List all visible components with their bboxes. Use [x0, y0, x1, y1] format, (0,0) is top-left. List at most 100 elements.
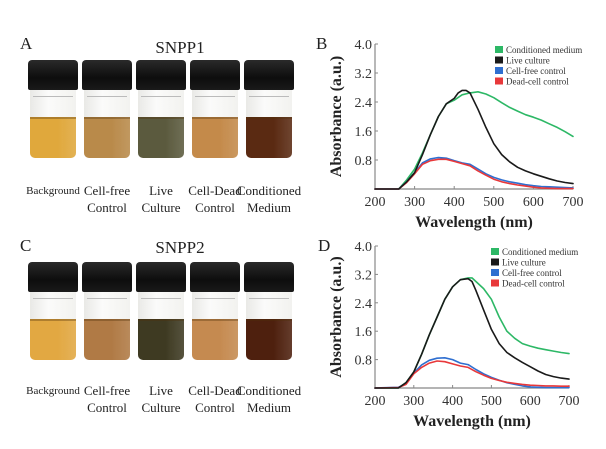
vial: [189, 60, 241, 158]
y-tick-label: 1.6: [355, 125, 373, 140]
legend-label: Cell-free control: [502, 268, 562, 278]
vial: [27, 262, 79, 360]
vial-cap: [244, 60, 294, 90]
vial: [243, 262, 295, 360]
vial-neck: [195, 292, 235, 299]
vial: [81, 60, 133, 158]
vial-label: Cell-Dead: [188, 383, 242, 398]
legend-swatch: [495, 56, 503, 64]
legend-swatch: [495, 46, 503, 53]
vial-cap: [190, 60, 240, 90]
vial-photo-snpp1: [27, 60, 295, 158]
vial-label: Conditioned: [236, 183, 302, 198]
vial-liquid: [246, 116, 292, 158]
vial-neck: [87, 90, 127, 97]
vial-cap: [82, 262, 132, 292]
series-line-dead-cell-control: [374, 360, 570, 389]
vial-glass: [192, 90, 238, 158]
y-tick-label: 1.6: [355, 325, 373, 340]
vial-label: Background: [26, 185, 80, 197]
vial-liquid: [192, 116, 238, 158]
series-line-live-culture: [374, 89, 574, 190]
vial-cap: [28, 60, 78, 90]
vial: [243, 60, 295, 158]
vial-liquid: [192, 318, 238, 360]
y-tick-label: 3.2: [355, 268, 373, 283]
panel-letter-c: C: [20, 236, 32, 255]
legend-swatch: [495, 77, 503, 85]
vial-glass: [138, 90, 184, 158]
vial-label: Conditioned: [236, 383, 302, 398]
x-tick-label: 200: [365, 195, 386, 210]
vial-label: Culture: [141, 200, 181, 215]
x-tick-label: 300: [404, 195, 425, 210]
vial-liquid: [246, 318, 292, 360]
vial-glass: [30, 292, 76, 360]
vial-cap: [136, 60, 186, 90]
vial-neck: [141, 90, 181, 97]
vial-label: Cell-free: [83, 183, 131, 198]
vial-neck: [249, 90, 289, 97]
x-axis-title: Wavelength (nm): [413, 413, 531, 430]
legend-label: Live culture: [506, 56, 550, 66]
vial-liquid: [84, 116, 130, 158]
series-line-live-culture: [374, 277, 570, 389]
panel-letter-d: D: [318, 236, 331, 255]
legend-swatch: [491, 248, 499, 255]
vial-glass: [30, 90, 76, 158]
vial-label: Background: [26, 385, 80, 397]
vial-neck: [195, 90, 235, 97]
vial-neck: [249, 292, 289, 299]
vial: [189, 262, 241, 360]
panel-letter-b: B: [316, 34, 328, 53]
y-axis-title: Absorbance (a.u.): [328, 56, 345, 177]
vial-label: Control: [195, 200, 235, 215]
x-tick-label: 500: [483, 195, 504, 210]
photo-title-snpp1: SNPP1: [155, 38, 205, 57]
x-tick-label: 700: [563, 195, 584, 210]
vial: [27, 60, 79, 158]
vial-liquid: [30, 116, 76, 158]
legend-label: Conditioned medium: [506, 45, 582, 55]
y-tick-label: 4.0: [355, 38, 373, 53]
vial-cap: [244, 262, 294, 292]
vial-label: Medium: [246, 400, 292, 415]
vial-liquid: [84, 318, 130, 360]
vial-liquid: [138, 318, 184, 360]
vial-label: Control: [87, 200, 127, 215]
vial-neck: [33, 90, 73, 97]
vial-label: Live: [149, 183, 173, 198]
photo-title-snpp2: SNPP2: [155, 238, 205, 257]
vial: [81, 262, 133, 360]
series-line-cell-free-control: [374, 357, 570, 389]
x-tick-label: 600: [523, 195, 544, 210]
vial-label: Control: [87, 400, 127, 415]
series-line-cell-free-control: [374, 156, 574, 190]
vial-label: Live: [149, 383, 173, 398]
x-tick-label: 300: [403, 394, 424, 409]
vial-glass: [138, 292, 184, 360]
y-tick-label: 2.4: [355, 96, 373, 111]
x-tick-label: 400: [444, 195, 465, 210]
vial-cap: [82, 60, 132, 90]
legend-swatch: [495, 67, 503, 74]
vial-glass: [246, 90, 292, 158]
vial-glass: [84, 90, 130, 158]
vial-cap: [136, 262, 186, 292]
y-tick-label: 0.8: [355, 354, 373, 369]
legend-label: Cell-free control: [506, 66, 566, 76]
series-line-dead-cell-control: [374, 158, 574, 190]
y-tick-label: 2.4: [355, 297, 373, 312]
vial: [135, 262, 187, 360]
x-tick-label: 200: [365, 394, 386, 409]
vial-liquid: [138, 116, 184, 158]
vial-liquid: [30, 318, 76, 360]
vial: [135, 60, 187, 158]
vial-neck: [87, 292, 127, 299]
legend-label: Conditioned medium: [502, 247, 578, 257]
legend-swatch: [491, 269, 499, 276]
legend-swatch: [491, 279, 499, 287]
series-line-conditioned-medium: [374, 91, 574, 190]
